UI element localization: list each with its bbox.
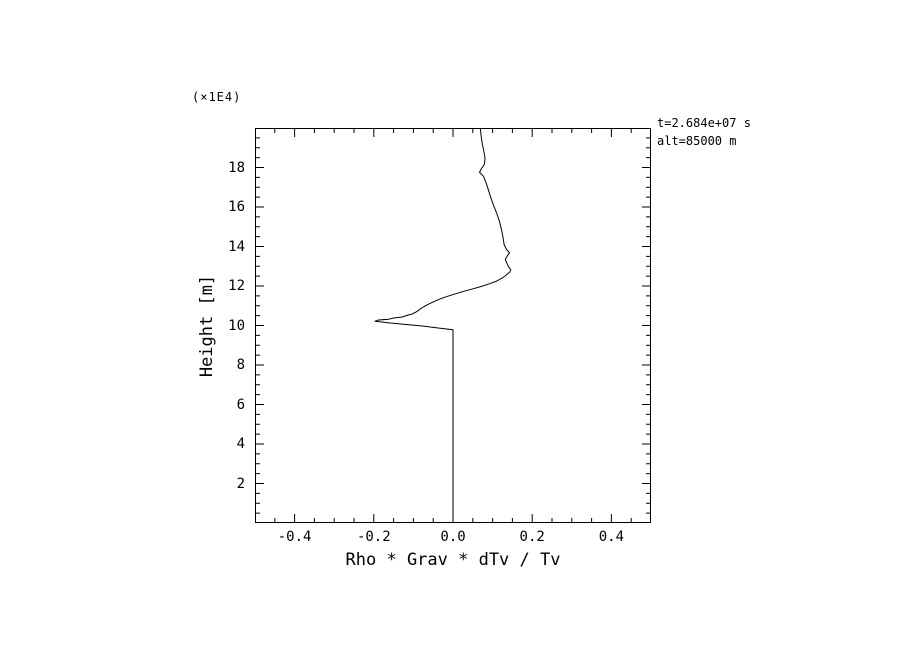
y-tick-label: 8 [236, 357, 245, 373]
plot-frame [255, 128, 651, 523]
x-tick-label: -0.2 [356, 529, 391, 545]
y-tick-label: 16 [228, 199, 245, 215]
y-tick-label: 2 [236, 475, 245, 492]
y-tick-label: 14 [228, 238, 245, 255]
annotation-altitude: alt=85000 m [657, 134, 737, 148]
x-axis-title: Rho * Grav * dTv / Tv [345, 550, 561, 570]
y-tick-label: 12 [228, 278, 245, 294]
y-tick-label: 6 [236, 396, 245, 413]
y-tick-label: 4 [236, 436, 245, 452]
plot-area [255, 128, 651, 523]
y-axis-multiplier-label: (×1E4) [192, 90, 242, 104]
x-tick-label: -0.4 [277, 529, 312, 545]
annotation-time: t=2.684e+07 s [657, 116, 751, 130]
x-tick-label: 0.0 [440, 529, 466, 545]
x-tick-label: 0.4 [598, 529, 625, 545]
x-tick-label: 0.2 [519, 529, 545, 545]
plot-canvas [255, 128, 651, 523]
y-tick-label: 10 [228, 317, 245, 334]
data-series-line [374, 128, 512, 520]
y-tick-label: 18 [228, 159, 245, 176]
